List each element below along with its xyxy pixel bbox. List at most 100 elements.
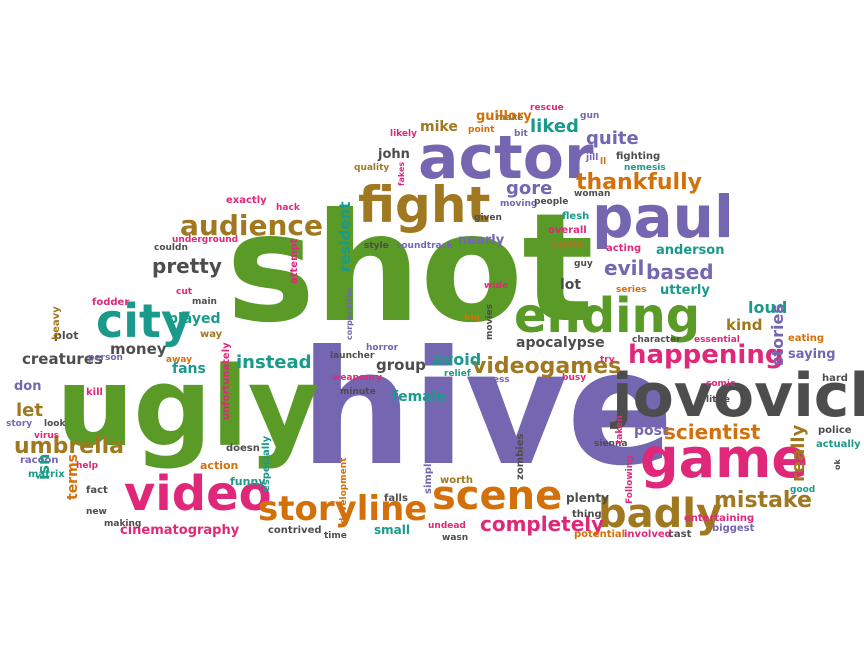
word-biggest: biggest	[712, 523, 755, 534]
word-jovovich: jovovich	[612, 361, 864, 431]
word-plot: plot	[54, 329, 79, 342]
word-minute: minute	[340, 387, 376, 397]
word-entertaining: entertaining	[684, 513, 755, 524]
word-essential: essential	[694, 335, 740, 345]
word-look: look	[44, 419, 66, 429]
word-contrived: contrived	[268, 525, 322, 536]
word-given: given	[474, 213, 502, 223]
word-action: action	[200, 459, 239, 472]
word-soundtrack: soundtrack	[396, 241, 453, 251]
word-apocalypse: apocalypse	[516, 335, 605, 351]
word-hard: hard	[822, 373, 848, 384]
word-avoid: avoid	[432, 350, 482, 369]
word-ll: ll	[600, 157, 607, 167]
word-comic: comic	[706, 379, 736, 389]
word-couldn: couldn	[154, 243, 188, 253]
word-thing: thing	[572, 509, 602, 520]
word-happening: happening	[628, 340, 784, 370]
word-flesh: flesh	[562, 211, 590, 222]
word-corporation: corporation	[345, 287, 354, 340]
word-kill: kill	[86, 387, 103, 398]
word-woman: woman	[574, 189, 611, 199]
word-scene: scene	[432, 473, 563, 519]
word-point: point	[468, 125, 495, 135]
word-isn: isn	[34, 453, 53, 480]
word-series: series	[616, 285, 647, 295]
word-cinematography: cinematography	[120, 523, 240, 538]
word-potential: potential	[574, 529, 626, 540]
word-movies: movies	[485, 304, 495, 340]
word-don: don	[14, 379, 42, 394]
word-person: person	[88, 353, 123, 363]
word-videogames: videogames	[472, 354, 622, 379]
word-small: small	[374, 523, 410, 537]
word-game: game	[640, 427, 808, 490]
word-way: way	[200, 329, 223, 340]
word-really: really	[788, 424, 809, 482]
word-scientist: scientist	[664, 420, 761, 444]
word-evil: evil	[604, 256, 645, 280]
word-quite: quite	[586, 128, 639, 149]
word-doesn: doesn	[226, 443, 260, 454]
word-creatures: creatures	[22, 350, 103, 368]
word-waste: waste	[550, 239, 584, 250]
word-gun: gun	[580, 111, 600, 121]
word-help: help	[76, 461, 99, 471]
word-cut: cut	[176, 287, 193, 297]
word-fodder: fodder	[92, 297, 130, 308]
word-gore: gore	[506, 178, 553, 199]
word-plenty: plenty	[566, 491, 609, 505]
word-acting: acting	[606, 243, 642, 254]
word-pretty: pretty	[152, 254, 222, 278]
word-heavy: heavy	[51, 306, 62, 340]
word-wide: wide	[484, 281, 508, 291]
word-audience: audience	[180, 209, 323, 242]
word-kind: kind	[726, 316, 763, 334]
word-john: john	[378, 147, 410, 162]
word-attempt: attempt	[289, 238, 300, 284]
word-wasn: wasn	[442, 533, 469, 543]
word-underground: underground	[172, 235, 239, 245]
word-matrix: matrix	[28, 469, 65, 480]
word-character: character	[632, 335, 681, 345]
word-make: make	[496, 113, 524, 123]
word-racoon: racoon	[20, 455, 59, 466]
word-funny: funny	[230, 475, 266, 488]
word-fight: fight	[358, 176, 491, 234]
word-mistake: mistake	[714, 488, 812, 513]
word-paul: paul	[592, 183, 734, 251]
word-people: people	[534, 197, 569, 207]
word-guillory: guillory	[476, 109, 532, 124]
word-city: city	[96, 294, 192, 348]
word-moving: moving	[500, 199, 538, 209]
word-virus: virus	[34, 431, 60, 441]
word-undead: undead	[428, 521, 466, 531]
word-badly: badly	[598, 491, 723, 537]
word-launcher: launcher	[330, 351, 375, 361]
word-loud: loud	[748, 298, 788, 317]
word-nemesis: nemesis	[624, 163, 666, 173]
word-terms: terms	[65, 453, 81, 500]
word-group: group	[376, 356, 426, 374]
word-nearly: nearly	[458, 233, 505, 248]
word-anderson: anderson	[656, 243, 725, 258]
word-resident: resident	[336, 201, 354, 272]
word-overall: overall	[548, 225, 587, 236]
word-time: time	[324, 531, 347, 541]
word-jill: jill	[586, 153, 599, 163]
word-sienna: sienna	[594, 439, 628, 449]
word-ugly: ugly	[56, 343, 319, 471]
word-storyline: storyline	[258, 489, 428, 529]
word-hive: hive	[300, 317, 674, 501]
word-hack: hack	[276, 203, 300, 213]
word-simply: simply	[423, 457, 434, 494]
word-liked: liked	[530, 116, 579, 137]
word-mike: mike	[420, 119, 458, 135]
word-completely: completely	[480, 512, 605, 536]
word-ending: ending	[514, 288, 701, 344]
word-following: Following	[625, 455, 635, 504]
word-quality: quality	[354, 163, 390, 173]
word-rescue: rescue	[530, 103, 564, 113]
word-instead: instead	[236, 352, 312, 373]
